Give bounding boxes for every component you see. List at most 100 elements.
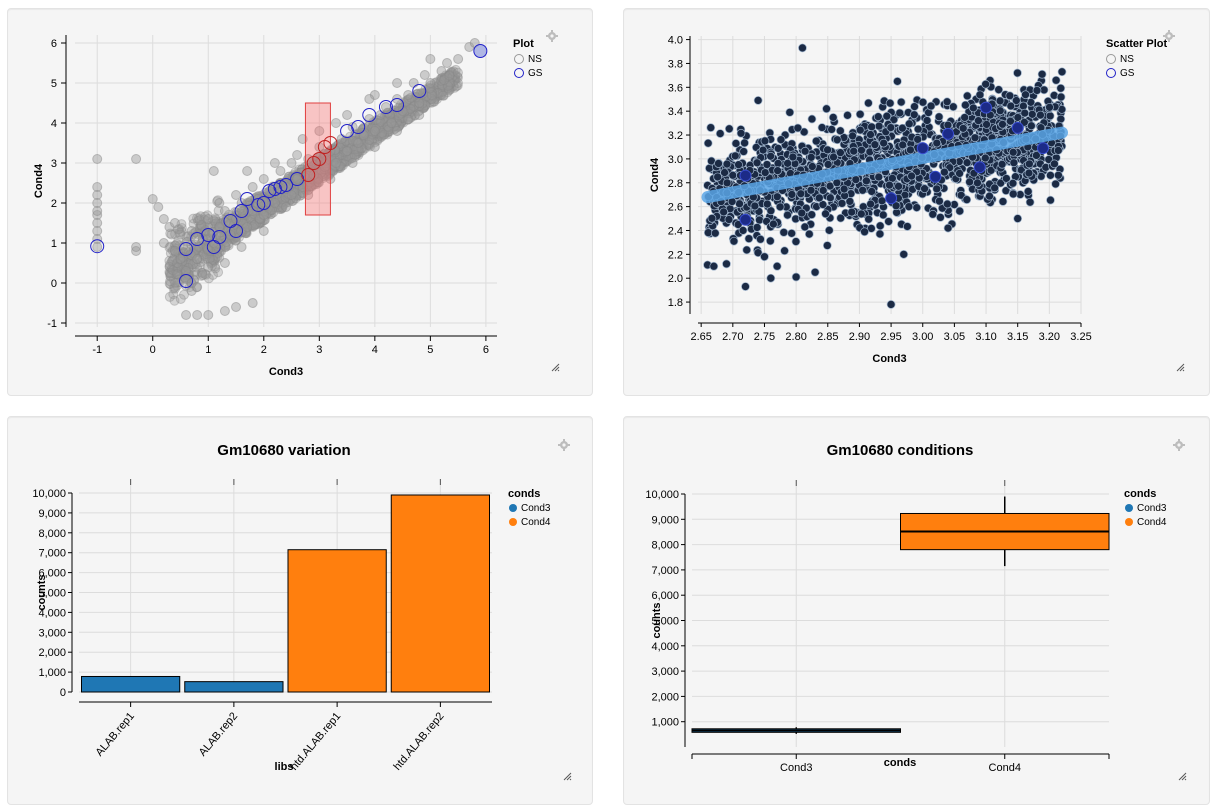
ns-point bbox=[806, 152, 816, 162]
y-tick-label: 1 bbox=[51, 238, 57, 250]
bar[interactable] bbox=[287, 549, 387, 693]
legend-symbol bbox=[509, 504, 517, 512]
ns-point bbox=[875, 221, 885, 231]
ns-point bbox=[772, 261, 782, 271]
ns-point bbox=[223, 238, 234, 249]
gear-icon[interactable] bbox=[1163, 30, 1175, 42]
ns-point bbox=[202, 253, 213, 264]
box-chart[interactable]: Gm10680 conditions1,0002,0003,0004,0005,… bbox=[624, 417, 1209, 804]
ns-point bbox=[337, 137, 348, 148]
ns-point bbox=[1046, 195, 1055, 205]
gear-icon[interactable] bbox=[1173, 439, 1185, 451]
x-tick-label: 2.85 bbox=[817, 331, 838, 343]
ns-point bbox=[333, 147, 344, 158]
y-tick-label: 3.2 bbox=[668, 130, 683, 142]
ns-point bbox=[447, 67, 458, 78]
ns-point bbox=[147, 194, 158, 204]
ns-point bbox=[866, 199, 875, 209]
zoomed-scatter-chart[interactable]: 2.65 2.70 2.75 2.80 2.85 2.90 2.95 3.00 3.05 3.10… bbox=[624, 9, 1209, 395]
gear-icon[interactable] bbox=[546, 30, 558, 42]
resize-handle-icon[interactable] bbox=[1175, 362, 1185, 372]
ns-point bbox=[428, 86, 439, 97]
resize-handle-icon[interactable] bbox=[1177, 771, 1187, 781]
y-tick-label: 2,000 bbox=[38, 647, 66, 659]
ns-point bbox=[1053, 146, 1063, 155]
ns-point bbox=[438, 86, 449, 97]
chart-title: Gm10680 conditions bbox=[827, 442, 974, 459]
ns-point bbox=[392, 109, 403, 120]
ns-point bbox=[443, 76, 454, 87]
ns-point bbox=[357, 145, 368, 156]
resize-handle-icon[interactable] bbox=[550, 362, 560, 372]
ns-point bbox=[431, 90, 442, 101]
ns-point bbox=[1021, 90, 1030, 100]
ns-point bbox=[860, 227, 869, 237]
ns-point bbox=[428, 96, 439, 107]
ns-point bbox=[445, 69, 456, 80]
ns-point bbox=[250, 211, 261, 222]
y-axis-label: counts bbox=[651, 602, 663, 638]
scatter-chart[interactable]: -1 -1 0 0 1 1 2 2 3 3 4 4 5 5 6 6 Cond3 Cond4 Plot NS GS bbox=[8, 9, 592, 395]
ns-point bbox=[386, 118, 397, 128]
ns-point bbox=[762, 160, 772, 169]
ns-point bbox=[200, 269, 211, 280]
ns-point bbox=[448, 66, 459, 77]
ns-point bbox=[920, 184, 929, 194]
ns-point bbox=[348, 135, 359, 146]
ns-point bbox=[230, 210, 241, 221]
ns-point bbox=[436, 89, 447, 100]
ns-point bbox=[212, 195, 223, 206]
ns-point bbox=[196, 220, 207, 231]
ns-point bbox=[266, 201, 277, 212]
ns-point bbox=[960, 113, 970, 122]
ns-point bbox=[1037, 69, 1047, 79]
ns-point bbox=[753, 96, 763, 105]
ns-point bbox=[449, 74, 460, 85]
ns-point bbox=[447, 77, 458, 88]
ns-point bbox=[918, 97, 928, 107]
legend-symbol bbox=[509, 518, 517, 526]
y-tick-label: 4 bbox=[51, 118, 57, 130]
ns-point bbox=[902, 222, 912, 231]
ns-point bbox=[775, 202, 785, 212]
x-axis-label: libs bbox=[275, 761, 294, 773]
ns-point bbox=[208, 166, 219, 176]
ns-point bbox=[168, 283, 179, 294]
ns-point bbox=[1025, 197, 1035, 207]
box-panel-conditions: Gm10680 conditions 1,000 2,000 3,000 4,000 5,… bbox=[623, 416, 1210, 805]
ns-point bbox=[192, 310, 203, 320]
ns-point bbox=[735, 199, 744, 209]
x-tick-label: 2.70 bbox=[722, 331, 743, 343]
y-tick-label: 6 bbox=[51, 38, 57, 50]
ns-point bbox=[445, 77, 456, 88]
resize-handle-icon[interactable] bbox=[562, 771, 572, 781]
ns-point bbox=[214, 198, 225, 208]
ns-point bbox=[885, 98, 895, 108]
ns-point bbox=[195, 211, 206, 222]
ns-point bbox=[870, 140, 880, 150]
x-tick-label: 2.65 bbox=[690, 331, 711, 343]
x-axis-label: Cond3 bbox=[872, 353, 906, 365]
y-tick-label: 4,000 bbox=[651, 641, 679, 653]
bar-chart[interactable]: Gm10680 variation01,0002,0003,0004,0005,… bbox=[8, 417, 592, 804]
bar[interactable] bbox=[184, 681, 284, 693]
ns-point bbox=[452, 72, 463, 83]
ns-point bbox=[425, 94, 436, 105]
ns-point bbox=[1046, 170, 1055, 180]
bar[interactable] bbox=[390, 494, 490, 693]
ns-point bbox=[208, 251, 219, 262]
ns-point bbox=[264, 208, 275, 219]
ns-point bbox=[448, 75, 459, 86]
ns-point bbox=[397, 111, 408, 122]
gear-icon[interactable] bbox=[558, 439, 570, 451]
ns-point bbox=[405, 103, 416, 114]
ns-point bbox=[175, 229, 186, 240]
ns-point bbox=[336, 134, 347, 144]
bar[interactable] bbox=[81, 675, 181, 693]
ns-point bbox=[340, 156, 351, 167]
ns-point bbox=[342, 146, 353, 156]
ns-point bbox=[1008, 178, 1018, 188]
ns-point bbox=[447, 72, 458, 83]
ns-point bbox=[426, 91, 437, 102]
ns-point bbox=[169, 246, 180, 256]
